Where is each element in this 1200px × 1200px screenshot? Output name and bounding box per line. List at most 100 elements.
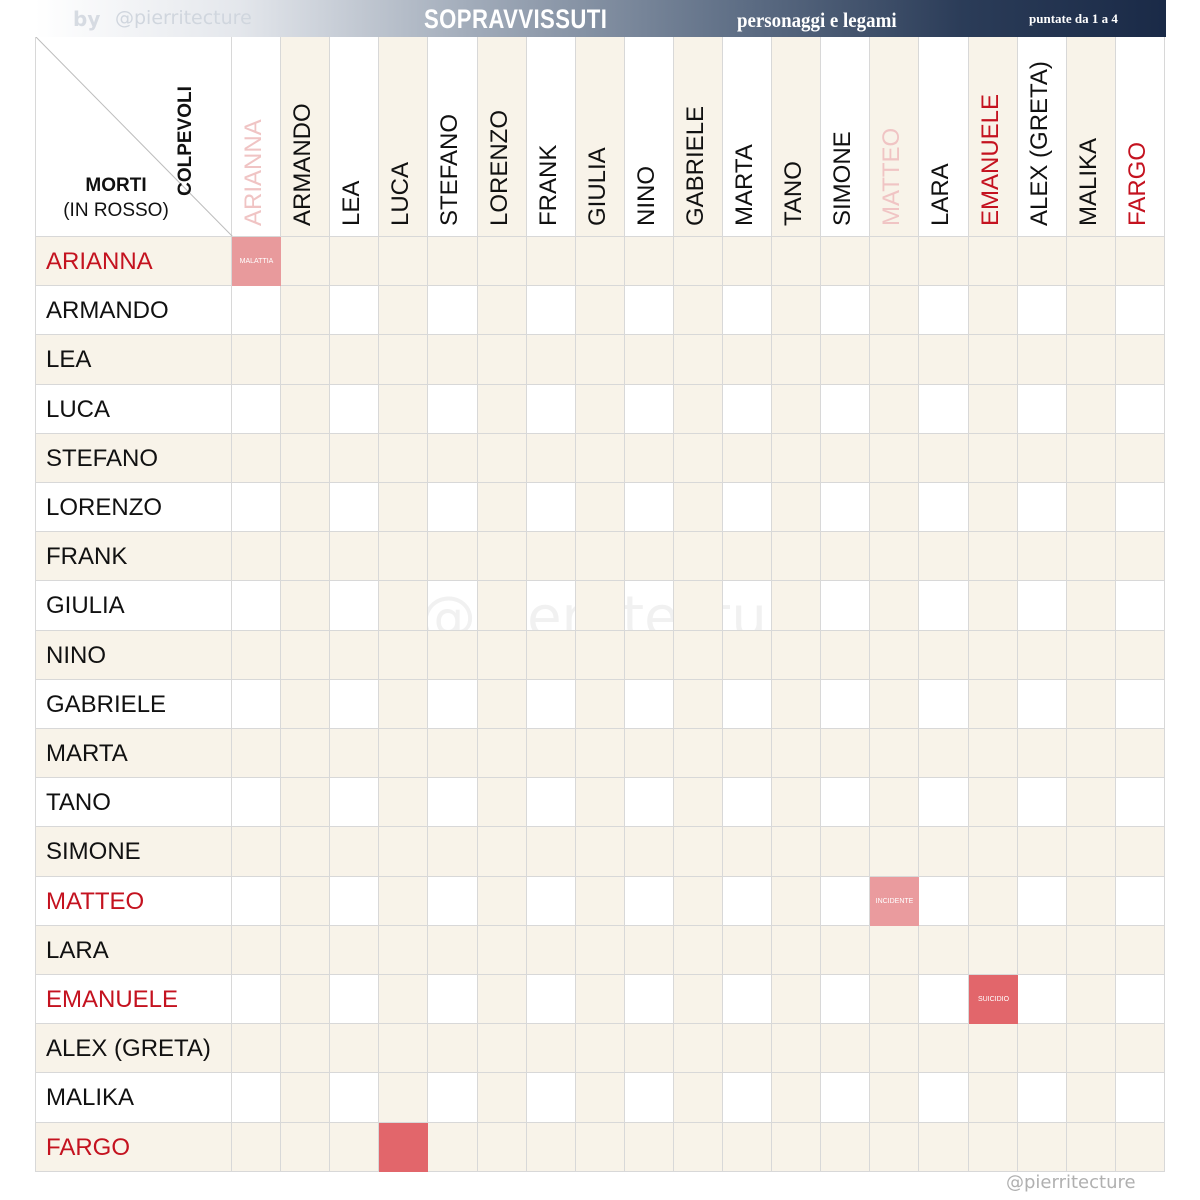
- grid-cell: [527, 483, 576, 532]
- column-header-label: EMANUELE: [977, 93, 1004, 226]
- link-cell: SUICIDIO: [969, 975, 1018, 1024]
- grid-cell: [232, 975, 281, 1024]
- grid-cell: [723, 975, 772, 1024]
- grid-cell: [478, 778, 527, 827]
- banner-title: SOPRAVVISSUTI: [424, 4, 608, 34]
- grid-cell: [330, 581, 379, 631]
- grid-cell: [527, 237, 576, 286]
- grid-cell: [1116, 631, 1165, 680]
- grid-cell: [723, 434, 772, 483]
- grid-cell: [870, 434, 919, 483]
- grid-cell: [821, 631, 870, 680]
- grid-cell: [478, 286, 527, 335]
- grid-cell: [969, 581, 1018, 631]
- grid-cell: [1116, 286, 1165, 335]
- banner-by: by: [73, 7, 101, 31]
- column-header-label: LEA: [338, 180, 365, 226]
- grid-cell: [1067, 286, 1116, 335]
- grid-cell: [772, 631, 821, 680]
- column-header: GIULIA: [576, 37, 625, 237]
- grid-cell: [1067, 434, 1116, 483]
- grid-cell: [969, 335, 1018, 385]
- grid-cell: [723, 827, 772, 877]
- grid-cell: [821, 1073, 870, 1123]
- grid-cell: [723, 335, 772, 385]
- column-header: GABRIELE: [674, 37, 723, 237]
- grid-cell: [478, 532, 527, 581]
- grid-cell: [772, 532, 821, 581]
- grid-cell: [330, 434, 379, 483]
- grid-cell: [772, 729, 821, 778]
- grid-cell: [969, 827, 1018, 877]
- grid-cell: [919, 729, 969, 778]
- grid-cell: [232, 631, 281, 680]
- grid-cell: [232, 434, 281, 483]
- grid-cell: [428, 483, 478, 532]
- grid-cell: [772, 1073, 821, 1123]
- grid-cell: [772, 827, 821, 877]
- grid-cell: [478, 631, 527, 680]
- grid-cell: [478, 1073, 527, 1123]
- grid-cell: [870, 335, 919, 385]
- corner-header: COLPEVOLI MORTI (IN ROSSO): [35, 37, 233, 237]
- grid-cell: [625, 827, 674, 877]
- grid-cell: [478, 581, 527, 631]
- grid-cell: [478, 335, 527, 385]
- grid-cell: [723, 483, 772, 532]
- grid-cell: [330, 827, 379, 877]
- grid-cell: [821, 237, 870, 286]
- grid-cell: [821, 827, 870, 877]
- grid-cell: [330, 877, 379, 926]
- row-header: LEA: [35, 335, 232, 385]
- grid-cell: [281, 434, 330, 483]
- grid-cell: [1067, 827, 1116, 877]
- grid-cell: [232, 1024, 281, 1073]
- grid-cell: [527, 385, 576, 434]
- grid-cell: [281, 581, 330, 631]
- grid-cell: [1018, 237, 1067, 286]
- grid-cell: [1116, 926, 1165, 975]
- grid-cell: [772, 581, 821, 631]
- morti-note: (IN ROSSO): [63, 200, 169, 221]
- grid-cell: [428, 581, 478, 631]
- grid-cell: [723, 532, 772, 581]
- grid-cell: [330, 385, 379, 434]
- grid-cell: [870, 1073, 919, 1123]
- grid-cell: [821, 286, 870, 335]
- grid-cell: [576, 729, 625, 778]
- grid-cell: [821, 729, 870, 778]
- grid-cell: [1116, 975, 1165, 1024]
- grid-cell: [576, 286, 625, 335]
- grid-cell: [330, 483, 379, 532]
- grid-cell: [625, 680, 674, 729]
- grid-cell: [1067, 680, 1116, 729]
- grid-cell: [281, 237, 330, 286]
- grid-cell: [281, 1123, 330, 1172]
- grid-cell: [919, 1073, 969, 1123]
- grid-cell: [674, 385, 723, 434]
- grid-cell: [1067, 778, 1116, 827]
- grid-cell: [232, 778, 281, 827]
- grid-cell: [625, 335, 674, 385]
- grid-cell: [919, 1123, 969, 1172]
- grid-cell: [232, 729, 281, 778]
- grid-cell: [625, 926, 674, 975]
- grid-cell: [1018, 926, 1067, 975]
- column-header-label: LUCA: [387, 161, 414, 226]
- grid-cell: [330, 286, 379, 335]
- morti-label: MORTI: [85, 175, 147, 196]
- grid-cell: [870, 483, 919, 532]
- grid-cell: [674, 729, 723, 778]
- grid-cell: [870, 926, 919, 975]
- grid-cell: [576, 975, 625, 1024]
- grid-cell: [379, 827, 428, 877]
- grid-cell: [1018, 286, 1067, 335]
- column-header-label: FRANK: [535, 144, 562, 226]
- grid-cell: [232, 483, 281, 532]
- grid-cell: [527, 877, 576, 926]
- grid-cell: [330, 335, 379, 385]
- grid-cell: [527, 1123, 576, 1172]
- grid-cell: [478, 483, 527, 532]
- grid-cell: [232, 827, 281, 877]
- corner-diagonal: [36, 37, 233, 237]
